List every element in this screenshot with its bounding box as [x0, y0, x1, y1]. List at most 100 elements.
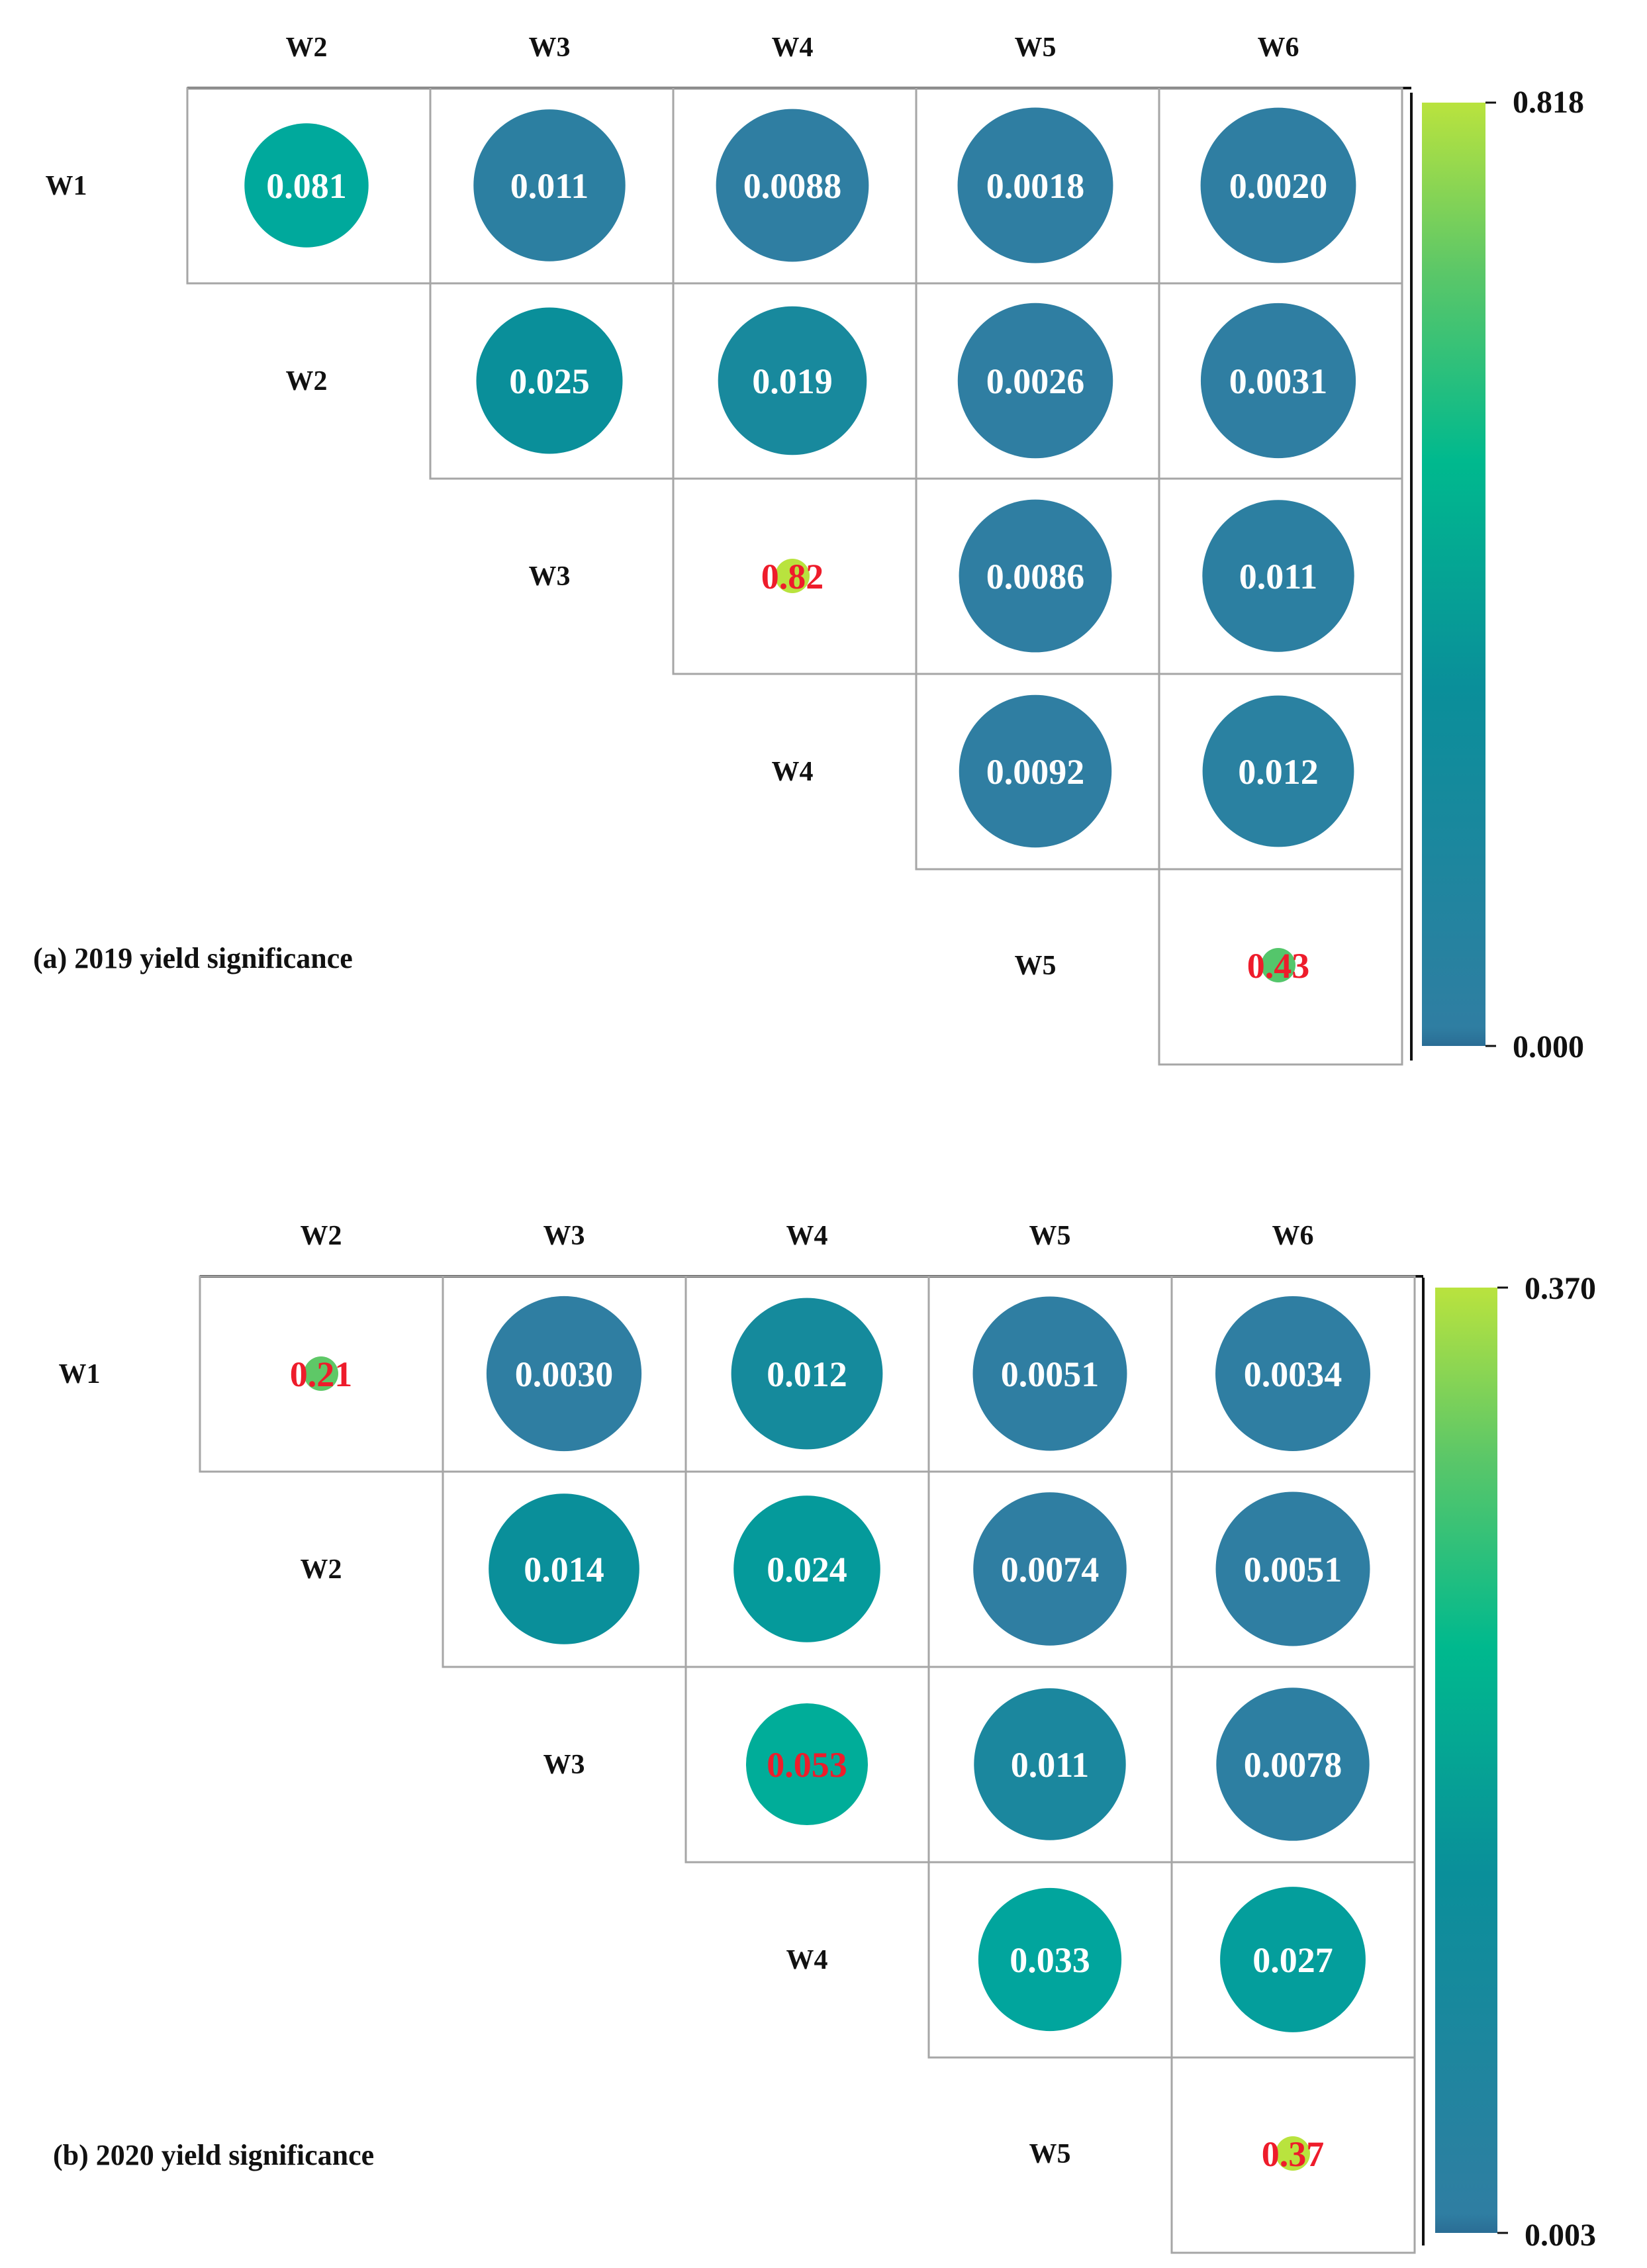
- row-label: W1: [46, 171, 87, 201]
- p-value-label: 0.024: [767, 1550, 847, 1589]
- significance-circle: [974, 1688, 1126, 1840]
- p-value-label: 0.0074: [1001, 1550, 1100, 1589]
- colorbar-max-label: 0.818: [1513, 85, 1584, 120]
- significance-circle: [1200, 107, 1356, 263]
- p-value-label: 0.0034: [1244, 1354, 1342, 1394]
- column-label: W6: [1272, 1221, 1314, 1251]
- row-label: W4: [786, 1945, 828, 1975]
- cells: 0.21 0.0030 0.012 0.0051 0.0034 0.014 0.024 0.0…: [290, 1296, 1370, 2174]
- panel-caption: (a) 2019 yield significance: [33, 942, 353, 974]
- significance-circle: [957, 107, 1113, 263]
- significance-circle: [1261, 948, 1295, 982]
- colorbar-min-label: 0.000: [1513, 1029, 1584, 1064]
- significance-circle: [959, 499, 1112, 653]
- significance-circle: [972, 1296, 1127, 1451]
- p-value-label: 0.0026: [986, 361, 1085, 401]
- p-value-label: 0.012: [767, 1354, 847, 1394]
- row-label: W2: [286, 366, 328, 397]
- row-label: W5: [1029, 2139, 1071, 2169]
- row-label: W5: [1015, 951, 1057, 981]
- row-labels: W1 W2 W3 W4 W5: [59, 1359, 1071, 2169]
- p-value-label: 0.0051: [1244, 1550, 1342, 1589]
- significance-circle: [473, 109, 626, 261]
- panel-2020: W2 W3 W4 W5 W6 W1 W2 W3 W4 W5 0.21 0.0030 0.012 0.0…: [53, 1221, 1596, 2254]
- p-value-label: 0.0031: [1229, 361, 1328, 401]
- p-value-label: 0.012: [1238, 752, 1319, 792]
- column-labels: W2 W3 W4 W5 W6: [286, 32, 1299, 63]
- column-label: W3: [529, 32, 571, 63]
- row-label: W3: [529, 561, 571, 592]
- column-label: W3: [543, 1221, 585, 1251]
- p-value-label: 0.0018: [986, 166, 1085, 206]
- p-value-label: 0.82: [761, 557, 824, 596]
- p-value-label: 0.025: [509, 361, 590, 401]
- p-value-label: 0.0051: [1001, 1354, 1100, 1394]
- significance-circle: [1202, 695, 1354, 847]
- p-value-label: 0.014: [524, 1550, 604, 1589]
- p-value-label: 0.43: [1247, 946, 1310, 986]
- p-value-label: 0.0086: [986, 557, 1085, 596]
- significance-circle: [746, 1703, 868, 1825]
- column-labels: W2 W3 W4 W5 W6: [301, 1221, 1314, 1251]
- p-value-label: 0.053: [767, 1745, 847, 1785]
- column-label: W5: [1015, 32, 1057, 63]
- grid-lines: [186, 87, 1411, 1066]
- panel-caption: (b) 2020 yield significance: [53, 2139, 374, 2171]
- colorbar: 0.818 0.000: [1410, 85, 1584, 1064]
- colorbar-gradient: [1422, 103, 1485, 1046]
- p-value-label: 0.0020: [1229, 166, 1328, 206]
- significance-circle: [1216, 1687, 1370, 1841]
- row-label: W3: [543, 1750, 585, 1780]
- significance-circle: [978, 1887, 1122, 2032]
- grid-lines: [199, 1275, 1423, 2254]
- significance-circle: [476, 307, 623, 454]
- p-value-label: 0.011: [1011, 1745, 1090, 1785]
- significance-circle: [973, 1492, 1127, 1646]
- significance-circle: [718, 306, 867, 455]
- p-value-label: 0.081: [266, 166, 347, 206]
- colorbar-min-label: 0.003: [1525, 2218, 1596, 2253]
- column-label: W2: [286, 32, 328, 63]
- p-value-label: 0.011: [1239, 557, 1318, 596]
- significance-circle: [733, 1495, 880, 1642]
- significance-circle: [775, 559, 810, 593]
- row-labels: W1 W2 W3 W4 W5: [46, 171, 1057, 981]
- row-label: W4: [772, 757, 814, 787]
- colorbar-max-label: 0.370: [1525, 1271, 1596, 1306]
- significance-circle: [489, 1493, 639, 1644]
- significance-circle: [1215, 1491, 1370, 1646]
- column-label: W2: [301, 1221, 342, 1251]
- row-label: W2: [301, 1554, 342, 1585]
- cell-box: [1158, 868, 1403, 1066]
- significance-circle: [1220, 1887, 1366, 2032]
- significance-circle: [486, 1296, 642, 1452]
- significance-circle: [957, 303, 1113, 459]
- significance-circle: [1202, 500, 1354, 652]
- p-value-label: 0.033: [1010, 1940, 1090, 1980]
- cell-box: [1170, 2056, 1416, 2254]
- significance-circle: [716, 109, 869, 262]
- p-value-label: 0.37: [1262, 2134, 1325, 2174]
- significance-circle: [1200, 303, 1356, 459]
- colorbar-gradient: [1435, 1288, 1497, 2233]
- p-value-label: 0.027: [1252, 1940, 1333, 1980]
- significance-circle: [1215, 1296, 1370, 1451]
- significance-circle: [959, 694, 1112, 848]
- significance-circle: [244, 123, 369, 248]
- significance-circle: [731, 1298, 883, 1450]
- column-label: W4: [772, 32, 814, 63]
- column-label: W5: [1029, 1221, 1071, 1251]
- cells: 0.081 0.011 0.0088 0.0018 0.0020 0.025 0.019 0.…: [244, 107, 1356, 986]
- p-value-label: 0.0030: [515, 1354, 614, 1394]
- p-value-label: 0.21: [290, 1354, 353, 1394]
- significance-circle: [1276, 2136, 1310, 2171]
- p-value-label: 0.019: [752, 361, 833, 401]
- p-value-label: 0.0092: [986, 752, 1085, 792]
- row-label: W1: [59, 1359, 101, 1390]
- column-label: W4: [786, 1221, 828, 1251]
- p-value-label: 0.0088: [743, 166, 842, 206]
- p-value-label: 0.0078: [1244, 1745, 1342, 1785]
- column-label: W6: [1258, 32, 1299, 63]
